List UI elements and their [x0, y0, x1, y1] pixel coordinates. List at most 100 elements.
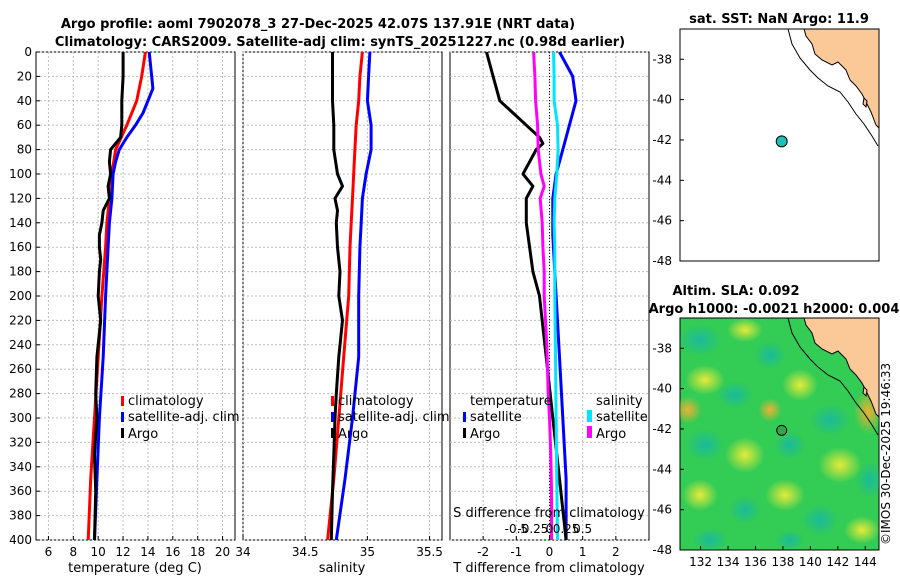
salinity-panel: 34 34.5 35 35.5 salinity climatology satell…	[235, 51, 450, 576]
x-tick-label: 2	[612, 545, 620, 559]
lat-tick-label: -46	[652, 503, 672, 517]
y-tick-label: 280	[9, 387, 32, 401]
lon-tick-label: 138	[771, 555, 794, 569]
series-argo	[329, 52, 344, 540]
legend-swatch-satellite	[331, 412, 334, 422]
y-tick-label: 360	[9, 484, 32, 498]
x-tick-label: 10	[91, 545, 106, 559]
legend-swatch-satellite	[121, 412, 124, 422]
x-tick-label: 35	[360, 545, 375, 559]
lon-tick-label: 142	[826, 555, 849, 569]
legend-satellite-adj: satellite-adj. clim	[338, 410, 450, 425]
s-tick-label: -0.25	[517, 522, 548, 536]
legend-swatch-argo	[331, 428, 334, 438]
y-tick-label: 220	[9, 313, 32, 327]
legend-s-satellite: satellite	[596, 410, 648, 425]
lat-tick-label: -48	[652, 254, 672, 268]
temperature-legend: climatology satellite-adj. clim Argo	[121, 394, 240, 442]
y-tick-label: 180	[9, 265, 32, 279]
y-tick-label: 300	[9, 411, 32, 425]
lon-tick-label: 140	[799, 555, 822, 569]
temperature-xlabel: temperature (deg C)	[68, 561, 202, 576]
y-tick-label: 260	[9, 362, 32, 376]
s-tick-label: 0	[546, 522, 554, 536]
y-tick-label: 240	[9, 338, 32, 352]
series-argo	[93, 52, 125, 540]
series-temperature-satellite	[551, 52, 578, 540]
argo-location-marker	[775, 135, 788, 148]
y-tick-label: 400	[9, 533, 32, 547]
difference-legend: temperature satellite Argo salinity sate…	[463, 394, 648, 442]
sst-map: sat. SST: NaN Argo: 11.9 -38 -40 -42 -44 -46…	[652, 12, 880, 268]
sla-map: Altim. SLA: 0.092 Argo h1000: -0.0021 h2…	[649, 284, 900, 569]
legend-swatch-climatology	[121, 396, 124, 406]
x-tick-label: 8	[69, 545, 77, 559]
legend-s-argo: Argo	[596, 427, 626, 442]
x-tick-label: 16	[165, 545, 180, 559]
lat-tick-label: -42	[652, 133, 672, 147]
shelf-contour	[787, 318, 879, 436]
y-tick-label: 0	[24, 45, 32, 59]
series-climatology	[326, 52, 364, 540]
lat-tick-label: -38	[652, 52, 672, 66]
series-salinity-argo	[532, 52, 553, 540]
legend-swatch-t-satellite	[463, 412, 466, 422]
land-mass	[803, 29, 879, 129]
difference-panel: -2 -1 0 1 2 -0.5-0.250 0.250.5 S difference f…	[449, 51, 650, 576]
y-tick-label: 380	[9, 509, 32, 523]
salinity-xlabel: salinity	[319, 561, 366, 576]
legend-swatch-s-argo	[587, 426, 592, 438]
shelf-contour	[787, 29, 879, 147]
lat-tick-label: -44	[652, 173, 672, 187]
lon-tick-label: 144	[854, 555, 877, 569]
lon-tick-label: 136	[744, 555, 767, 569]
x-tick-label: 34	[235, 545, 250, 559]
y-tick-label: 100	[9, 167, 32, 181]
lon-tick-label: 134	[717, 555, 740, 569]
x-tick-label: 20	[215, 545, 230, 559]
legend-climatology: climatology	[128, 394, 204, 409]
island	[862, 96, 868, 109]
legend-temperature-heading: temperature	[470, 394, 552, 409]
imos-watermark: ©IMOS 30-Dec-2025 19:46:33	[879, 363, 893, 545]
x-tick-label: 35.5	[416, 545, 443, 559]
x-tick-label: 6	[45, 545, 53, 559]
sla-map-title-line2: Argo h1000: -0.0021 h2000: 0.004	[649, 302, 900, 317]
lat-tick-label: -44	[652, 462, 672, 476]
sla-field	[680, 318, 879, 550]
y-tick-label: 40	[17, 94, 32, 108]
lat-tick-label: -46	[652, 214, 672, 228]
x-tick-label: 18	[190, 545, 205, 559]
figure-title-line2: Climatology: CARS2009. Satellite-adj cli…	[55, 35, 625, 50]
temperature-panel: 6 8 10 12 14 16 18 20 0 20 40 60 80 100 120 140 160 180 2…	[9, 45, 240, 576]
legend-satellite-adj: satellite-adj. clim	[128, 410, 240, 425]
legend-salinity-heading: salinity	[596, 394, 643, 409]
sst-map-title: sat. SST: NaN Argo: 11.9	[689, 12, 869, 27]
legend-swatch-t-argo	[463, 428, 466, 438]
figure-title-line1: Argo profile: aoml 7902078_3 27-Dec-2025…	[61, 17, 575, 32]
s-tick-label: 0.25	[553, 522, 580, 536]
t-difference-xlabel: T difference from climatology	[452, 561, 645, 576]
x-tick-label: 14	[140, 545, 155, 559]
s-tick-label: -0.5	[505, 522, 528, 536]
y-tick-label: 80	[17, 143, 32, 157]
y-tick-label: 200	[9, 289, 32, 303]
sla-map-title-line1: Altim. SLA: 0.092	[673, 284, 800, 299]
lat-tick-label: -38	[652, 341, 672, 355]
s-difference-label: S difference from climatology	[453, 506, 645, 521]
legend-swatch-argo	[121, 428, 124, 438]
legend-argo: Argo	[128, 427, 158, 442]
lat-tick-label: -42	[652, 422, 672, 436]
series-salinity-satellite	[552, 52, 560, 540]
x-tick-label: 0	[546, 545, 554, 559]
lat-tick-label: -40	[652, 93, 672, 107]
x-tick-label: 1	[579, 545, 587, 559]
y-tick-label: 60	[17, 118, 32, 132]
salinity-legend: climatology satellite-adj. clim Argo	[331, 394, 450, 442]
y-tick-label: 160	[9, 240, 32, 254]
x-tick-label: 34.5	[292, 545, 319, 559]
y-tick-label: 120	[9, 191, 32, 205]
lat-tick-label: -48	[652, 543, 672, 557]
y-tick-label: 20	[17, 69, 32, 83]
